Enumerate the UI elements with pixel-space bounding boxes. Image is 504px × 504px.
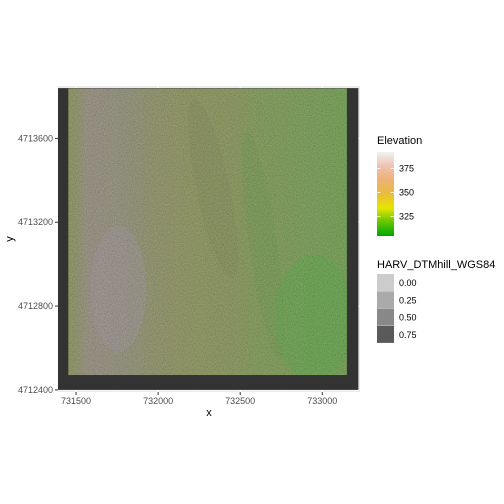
y-tick-label: 4713200 (18, 217, 53, 227)
legend-elevation-title: Elevation (377, 135, 422, 147)
y-axis: 4712400 4712800 4713200 4713600 (18, 133, 58, 395)
hillshade-key (377, 308, 394, 326)
elevation-raster (68, 88, 347, 376)
legend-hillshade-title: HARV_DTMhill_WGS84 (377, 259, 495, 271)
hillshade-label: 0.50 (399, 313, 417, 323)
x-tick-label: 733000 (307, 396, 337, 406)
elevation-colorbar (377, 152, 394, 236)
hillshade-label: 0.75 (399, 330, 417, 340)
x-axis: 731500 732000 732500 733000 (61, 392, 337, 406)
hillshade-key (377, 325, 394, 343)
colorbar-label: 350 (399, 188, 414, 198)
y-axis-title: y (4, 236, 16, 242)
hillshade-key (377, 291, 394, 309)
y-tick-label: 4713600 (18, 133, 53, 143)
x-tick-label: 732500 (225, 396, 255, 406)
y-tick-label: 4712400 (18, 385, 53, 395)
x-tick-label: 731500 (61, 396, 91, 406)
colorbar-label: 375 (399, 163, 414, 173)
y-tick-label: 4712800 (18, 301, 53, 311)
hillshade-key (377, 274, 394, 291)
hillshade-label: 0.00 (399, 278, 417, 288)
hillshade-label: 0.25 (399, 295, 417, 305)
x-tick-label: 732000 (143, 396, 173, 406)
x-axis-title: x (206, 407, 212, 419)
legend-hillshade: HARV_DTMhill_WGS84 0.00 0.25 0.50 0.75 (377, 259, 495, 343)
legend-elevation: Elevation 375 350 325 (377, 135, 422, 236)
colorbar-label: 325 (399, 212, 414, 222)
